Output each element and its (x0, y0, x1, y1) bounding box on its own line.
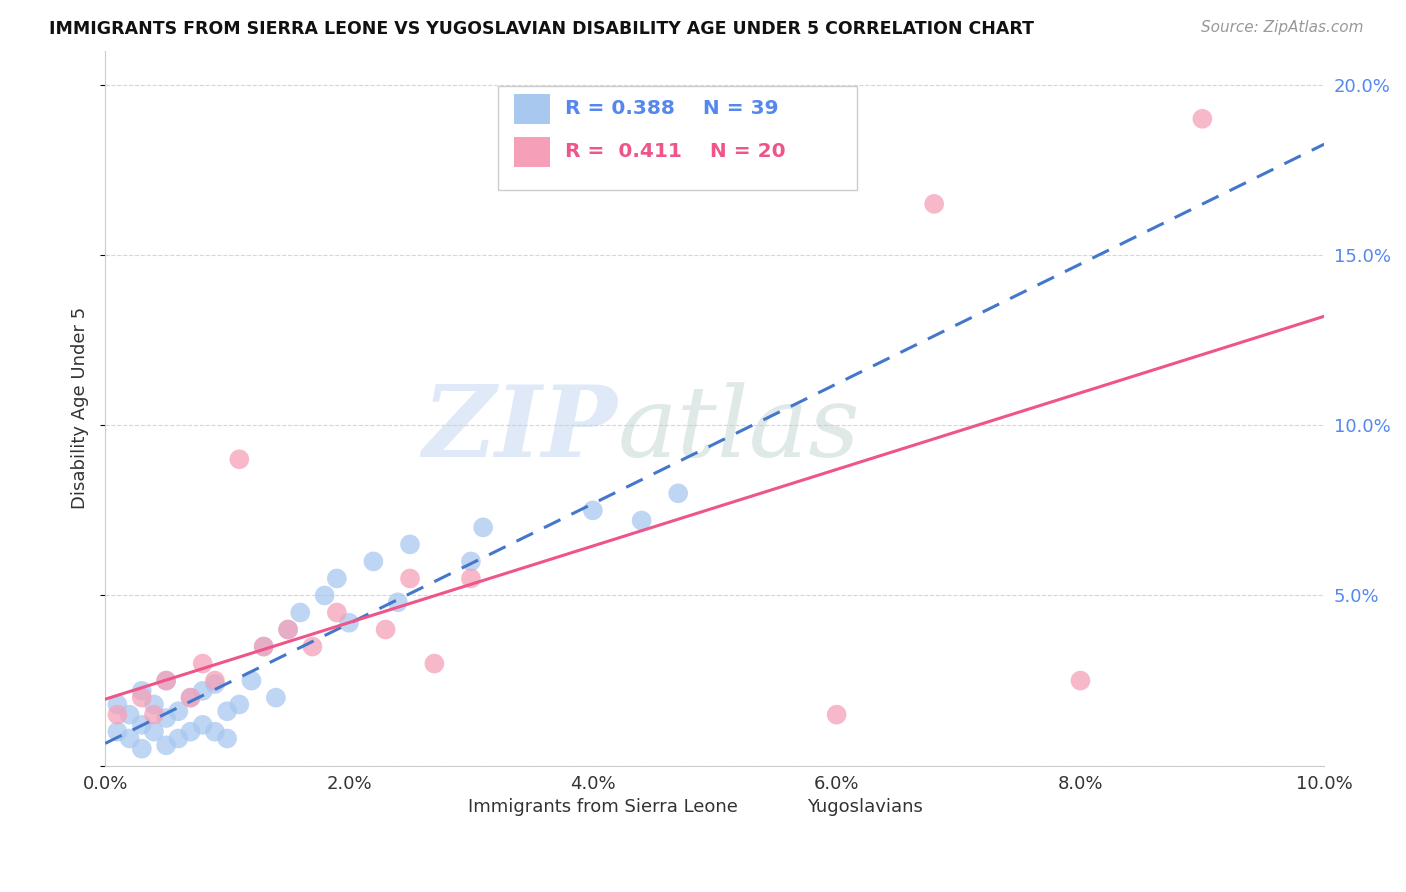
Point (374, 623, 396, 637)
Point (922, 197, 945, 211)
Point (277, 623, 299, 637)
Point (118, 731, 141, 746)
Point (107, 698, 129, 712)
Text: R =  0.411    N = 20: R = 0.411 N = 20 (565, 142, 786, 161)
Point (107, 707, 129, 722)
Text: ZIP: ZIP (422, 382, 617, 478)
Point (240, 673, 263, 688)
FancyBboxPatch shape (773, 797, 800, 820)
Point (131, 741, 153, 756)
Point (472, 520, 495, 534)
Text: IMMIGRANTS FROM SIERRA LEONE VS YUGOSLAVIAN DISABILITY AGE UNDER 5 CORRELATION C: IMMIGRANTS FROM SIERRA LEONE VS YUGOSLAV… (49, 20, 1035, 37)
Point (180, 690, 202, 705)
Point (666, 486, 689, 500)
Point (155, 711, 177, 725)
Point (155, 739, 177, 753)
Point (143, 707, 166, 722)
Point (180, 690, 202, 705)
Point (155, 673, 177, 688)
Point (301, 640, 323, 654)
Point (204, 673, 226, 688)
Point (387, 595, 409, 609)
Point (314, 589, 336, 603)
Point (337, 615, 360, 630)
Point (460, 554, 482, 568)
Point (217, 704, 239, 718)
Point (131, 718, 153, 732)
FancyBboxPatch shape (513, 137, 550, 167)
Point (107, 724, 129, 739)
Point (582, 503, 605, 517)
Point (118, 707, 141, 722)
Point (1069, 673, 1091, 688)
Point (143, 698, 166, 712)
Point (460, 571, 482, 585)
Text: atlas: atlas (617, 382, 860, 477)
Point (290, 606, 312, 620)
Text: R = 0.388    N = 39: R = 0.388 N = 39 (565, 99, 779, 119)
Point (264, 690, 287, 705)
Point (326, 571, 349, 585)
Point (363, 554, 385, 568)
Point (228, 452, 250, 467)
Point (326, 606, 349, 620)
Point (630, 514, 652, 528)
Point (399, 571, 422, 585)
Point (131, 690, 153, 705)
Text: Yugoslavians: Yugoslavians (807, 798, 924, 816)
Y-axis label: Disability Age Under 5: Disability Age Under 5 (72, 307, 89, 509)
FancyBboxPatch shape (498, 87, 858, 190)
Point (191, 718, 214, 732)
FancyBboxPatch shape (434, 797, 461, 820)
Point (131, 683, 153, 698)
Point (167, 731, 190, 746)
Point (191, 683, 214, 698)
Point (143, 724, 166, 739)
Point (180, 724, 202, 739)
Point (423, 657, 446, 671)
FancyBboxPatch shape (513, 95, 550, 124)
Point (277, 623, 299, 637)
Point (825, 707, 848, 722)
Point (1191, 112, 1213, 126)
Point (155, 673, 177, 688)
Point (191, 657, 214, 671)
Point (253, 640, 276, 654)
Point (217, 731, 239, 746)
Point (399, 537, 422, 551)
Text: Source: ZipAtlas.com: Source: ZipAtlas.com (1201, 20, 1364, 35)
Point (204, 724, 226, 739)
Point (167, 704, 190, 718)
Point (253, 640, 276, 654)
Text: Immigrants from Sierra Leone: Immigrants from Sierra Leone (468, 798, 738, 816)
Point (228, 698, 250, 712)
Point (204, 677, 226, 691)
